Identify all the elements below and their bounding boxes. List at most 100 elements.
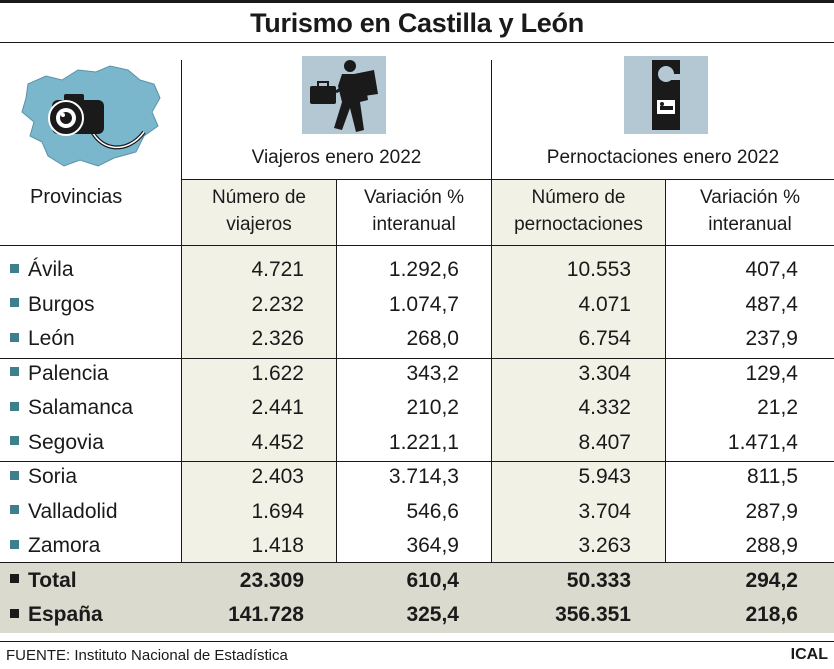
table-cell: 356.351 bbox=[555, 603, 631, 626]
table-cell: 268,0 bbox=[406, 327, 459, 350]
table-cell: 4.332 bbox=[578, 396, 631, 419]
table-cell: 610,4 bbox=[406, 568, 459, 592]
footer-rule bbox=[0, 641, 834, 642]
castilla-leon-map-camera-icon bbox=[21, 65, 161, 167]
table-cell: 218,6 bbox=[745, 603, 798, 626]
provinces-header: Provincias bbox=[30, 186, 123, 208]
bullet-icon bbox=[10, 298, 19, 308]
hotel-icon-box bbox=[624, 56, 708, 134]
table-cell: 1.221,1 bbox=[388, 430, 459, 454]
col4-header-line1: Variación % bbox=[700, 187, 800, 208]
table-cell: 294,2 bbox=[745, 568, 798, 592]
table-cell: 237,9 bbox=[745, 327, 798, 350]
table-cell: 8.407 bbox=[578, 430, 631, 454]
province-label: Segovia bbox=[28, 430, 104, 454]
bullet-icon bbox=[10, 505, 19, 515]
table-cell: 811,5 bbox=[747, 465, 798, 488]
traveler-icon-box bbox=[302, 56, 386, 134]
col1-shade bbox=[182, 180, 336, 562]
table-cell: 129,4 bbox=[745, 361, 798, 385]
totals-shade bbox=[0, 562, 834, 633]
table-cell: 325,4 bbox=[406, 603, 459, 626]
province-label: Ávila bbox=[28, 258, 74, 281]
bullet-icon bbox=[10, 608, 19, 618]
table-cell: 1.622 bbox=[251, 361, 304, 385]
province-label: Salamanca bbox=[28, 396, 134, 419]
table-cell: 3.263 bbox=[578, 534, 631, 557]
divider-col1 bbox=[336, 180, 337, 633]
province-name: Total bbox=[10, 564, 180, 598]
group-pernoctaciones-label: Pernoctaciones enero 2022 bbox=[546, 147, 780, 168]
table-cell: 5.943 bbox=[578, 465, 631, 488]
col4-header-line2: interanual bbox=[708, 214, 792, 235]
province-label: Valladolid bbox=[28, 499, 118, 523]
top-rule bbox=[0, 0, 834, 3]
brand-logo: ICAL bbox=[790, 646, 828, 663]
table-cell: 364,9 bbox=[406, 534, 459, 557]
province-name: Valladolid bbox=[10, 495, 180, 529]
province-name: Zamora bbox=[10, 529, 180, 563]
table-cell: 50.333 bbox=[566, 568, 631, 592]
col3-header-line1: Número de bbox=[531, 187, 626, 208]
col2-header-line2: interanual bbox=[372, 214, 456, 235]
table-cell: 3.304 bbox=[578, 361, 631, 385]
title-divider bbox=[0, 42, 834, 43]
bullet-icon bbox=[10, 263, 19, 273]
bullet-icon bbox=[10, 367, 19, 377]
table-cell: 1.418 bbox=[251, 534, 304, 557]
col1-header-line2: viajeros bbox=[226, 214, 292, 235]
table-cell: 546,6 bbox=[406, 499, 459, 523]
table-cell: 1.292,6 bbox=[388, 258, 459, 281]
province-name: Salamanca bbox=[10, 391, 180, 425]
province-name: Burgos bbox=[10, 288, 180, 322]
table-cell: 2.326 bbox=[251, 327, 304, 350]
table-cell: 288,9 bbox=[745, 534, 798, 557]
totals-separator bbox=[0, 562, 834, 563]
table-cell: 4.452 bbox=[251, 430, 304, 454]
province-label: Zamora bbox=[28, 534, 101, 557]
province-name: Segovia bbox=[10, 426, 180, 460]
province-label: Palencia bbox=[28, 361, 109, 385]
hotel-do-not-disturb-sign-icon bbox=[652, 60, 680, 130]
divider-groups bbox=[491, 60, 492, 633]
table-cell: 3.704 bbox=[578, 499, 631, 523]
table-cell: 210,2 bbox=[406, 396, 459, 419]
province-label: Burgos bbox=[28, 292, 95, 316]
source-note: FUENTE: Instituto Nacional de Estadístic… bbox=[6, 647, 288, 664]
divider-col3 bbox=[665, 180, 666, 633]
page-title: Turismo en Castilla y León bbox=[250, 8, 584, 38]
table-cell: 10.553 bbox=[566, 258, 631, 281]
province-name: León bbox=[10, 322, 180, 356]
province-label: Total bbox=[28, 568, 77, 592]
group-viajeros-label: Viajeros enero 2022 bbox=[251, 147, 422, 168]
province-name: España bbox=[10, 598, 180, 632]
col3-header-line2: pernoctaciones bbox=[514, 214, 643, 235]
table-cell: 2.232 bbox=[251, 292, 304, 316]
col4-header: Variación % interanual bbox=[666, 184, 834, 238]
bullet-icon bbox=[10, 332, 19, 342]
table-cell: 141.728 bbox=[228, 603, 304, 626]
table-cell: 21,2 bbox=[757, 396, 798, 419]
group-separator bbox=[0, 357, 834, 359]
col1-header-line1: Número de bbox=[212, 187, 306, 208]
bullet-icon bbox=[10, 436, 19, 446]
bullet-icon bbox=[10, 470, 19, 480]
bullet-icon bbox=[10, 401, 19, 411]
province-name: Soria bbox=[10, 460, 180, 494]
col2-header-line1: Variación % bbox=[364, 187, 464, 208]
province-label: León bbox=[28, 327, 75, 350]
province-label: España bbox=[28, 603, 103, 626]
col3-header: Número de pernoctaciones bbox=[492, 184, 665, 238]
table-cell: 6.754 bbox=[578, 327, 631, 350]
table-cell: 3.714,3 bbox=[388, 465, 459, 488]
bullet-icon bbox=[10, 539, 19, 549]
table-cell: 487,4 bbox=[745, 292, 798, 316]
table-cell: 407,4 bbox=[745, 258, 798, 281]
row-separator bbox=[0, 245, 834, 246]
traveler-with-suitcase-icon bbox=[310, 60, 378, 132]
bullet-icon bbox=[10, 574, 19, 584]
col1-header: Número de viajeros bbox=[182, 184, 336, 238]
table-cell: 1.471,4 bbox=[727, 430, 798, 454]
table-cell: 2.441 bbox=[251, 396, 304, 419]
table-cell: 4.721 bbox=[251, 258, 304, 281]
